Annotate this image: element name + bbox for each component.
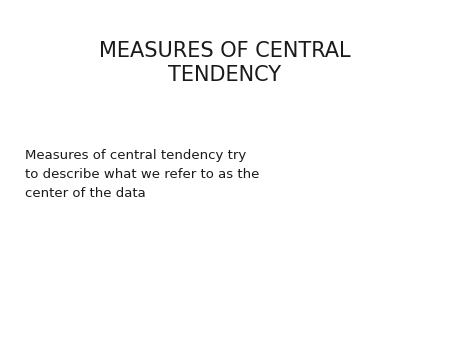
Text: MEASURES OF CENTRAL
TENDENCY: MEASURES OF CENTRAL TENDENCY [99, 41, 351, 86]
Text: Measures of central tendency try
to describe what we refer to as the
center of t: Measures of central tendency try to desc… [25, 149, 259, 200]
